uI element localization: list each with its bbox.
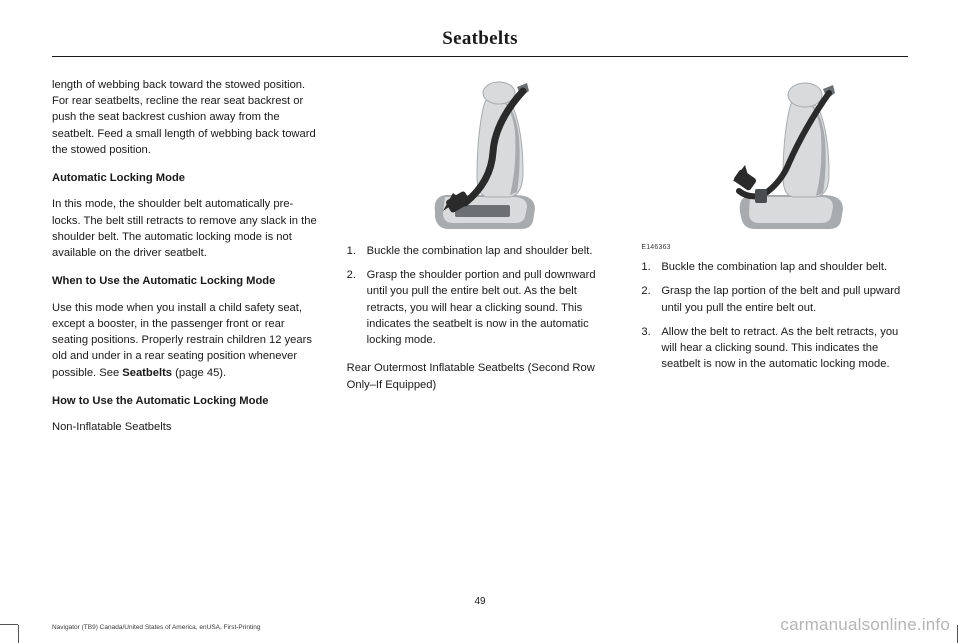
watermark: carmanualsonline.info [780,615,950,635]
steps-list: Buckle the combination lap and shoulder … [641,259,908,372]
para: length of webbing back toward the stowed… [52,77,319,158]
text: (page 45). [172,367,226,379]
steps-list: Buckle the combination lap and shoulder … [347,243,614,348]
column-3: E146363 Buckle the combination lap and s… [641,77,908,447]
para: Rear Outermost Inflatable Seatbelts (Sec… [347,360,614,392]
step-item: Allow the belt to retract. As the belt r… [641,324,908,373]
content-columns: length of webbing back toward the stowed… [52,77,908,447]
heading: How to Use the Automatic Locking Mode [52,393,319,409]
seat-figure-1 [347,77,614,237]
para: Non-Inflatable Seatbelts [52,419,319,435]
step-item: Grasp the lap portion of the belt and pu… [641,283,908,315]
manual-page: Seatbelts length of webbing back toward … [0,0,960,643]
xref: Seatbelts [122,367,172,379]
heading: Automatic Locking Mode [52,170,319,186]
crop-mark [957,625,958,643]
step-item: Grasp the shoulder portion and pull down… [347,267,614,348]
page-number: 49 [0,596,960,607]
crop-mark [18,625,19,643]
step-item: Buckle the combination lap and shoulder … [347,243,614,259]
crop-mark [0,624,18,625]
title-rule [52,56,908,57]
imprint-line: Navigator (TB9) Canada/United States of … [52,624,260,631]
seat-illustration-icon [685,77,865,237]
para: Use this mode when you install a child s… [52,300,319,381]
heading: When to Use the Automatic Locking Mode [52,273,319,289]
column-2: Buckle the combination lap and shoulder … [347,77,614,447]
figure-label: E146363 [641,243,908,253]
seat-figure-2 [641,77,908,237]
column-1: length of webbing back toward the stowed… [52,77,319,447]
seat-illustration-icon [395,77,565,237]
para: In this mode, the shoulder belt automati… [52,196,319,261]
step-item: Buckle the combination lap and shoulder … [641,259,908,275]
page-title: Seatbelts [52,28,908,50]
